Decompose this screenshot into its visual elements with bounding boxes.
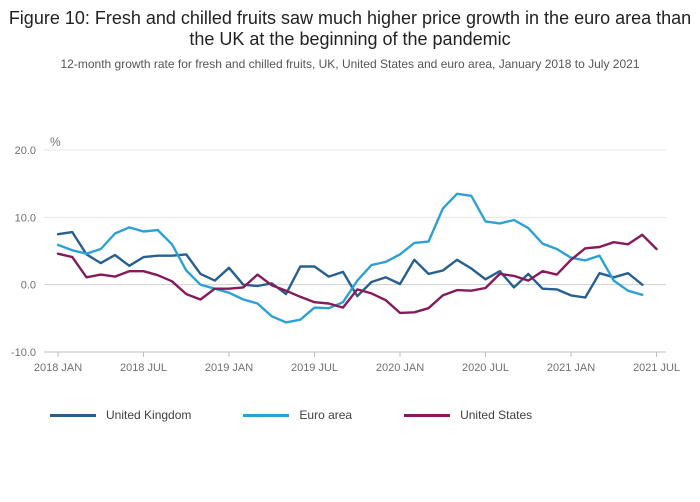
x-tick-label: 2020 JUL — [462, 362, 509, 374]
gridlines — [44, 149, 666, 353]
axes: -10.0 0.0 10.0 20.0 2018 JAN 2018 JUL 2019 JAN… — [11, 145, 680, 374]
legend-item-euro-area[interactable]: Euro area — [243, 408, 352, 422]
series-lines — [56, 192, 658, 324]
y-tick-label: 20.0 — [15, 145, 36, 157]
y-tick-label: 10.0 — [15, 212, 36, 224]
x-tick-label: 2021 JAN — [547, 362, 595, 374]
chart-subtitle: 12-month growth rate for fresh and chill… — [60, 57, 640, 71]
y-tick-label: -10.0 — [11, 347, 36, 359]
y-tick-label: 0.0 — [21, 280, 36, 292]
x-tick-label: 2020 JAN — [376, 362, 424, 374]
legend-item-united-kingdom[interactable]: United Kingdom — [50, 408, 191, 422]
legend-swatch — [243, 413, 290, 417]
legend-swatch — [404, 413, 451, 417]
x-tick-label: 2021 JUL — [633, 362, 680, 374]
legend-swatch — [50, 413, 96, 417]
legend-label: Euro area — [299, 408, 353, 422]
x-tick-label: 2018 JAN — [34, 362, 82, 374]
series-line-united-kingdom[interactable] — [56, 230, 644, 299]
x-tick-label: 2019 JUL — [291, 362, 338, 374]
x-tick-label: 2019 JAN — [205, 362, 253, 374]
y-axis-label: % — [50, 135, 61, 149]
legend-label: United States — [460, 408, 533, 422]
x-tick-label: 2018 JUL — [120, 362, 167, 374]
legend-item-united-states[interactable]: United States — [404, 408, 532, 422]
chart-title: Figure 10: Fresh and chilled fruits saw … — [8, 8, 692, 49]
legend-label: United Kingdom — [106, 408, 192, 422]
series-line-euro-area[interactable] — [56, 192, 644, 324]
series-line-united-states[interactable] — [56, 233, 658, 315]
legend[interactable]: United Kingdom Euro area United States — [50, 408, 584, 422]
